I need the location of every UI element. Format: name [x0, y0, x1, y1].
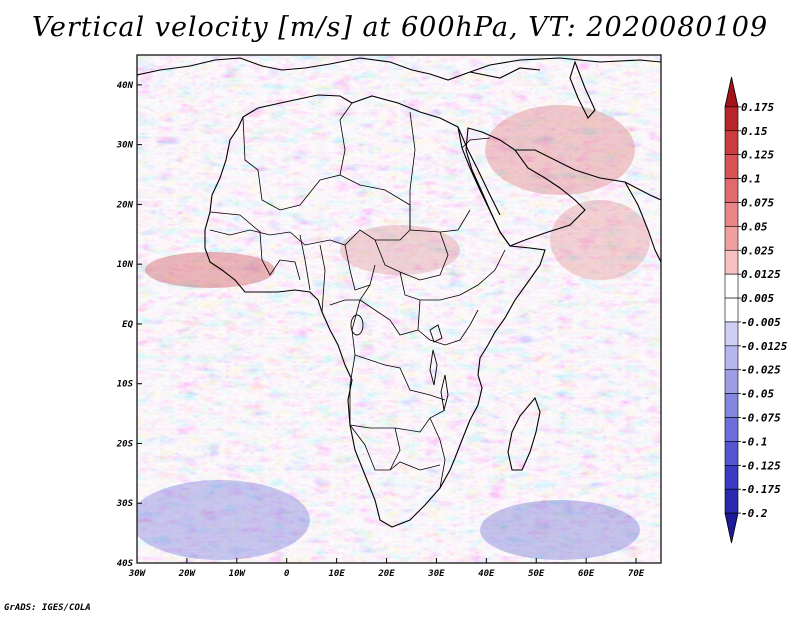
colorbar-segment	[724, 202, 739, 227]
grads-credit: GrADS: IGES/COLA	[4, 603, 91, 613]
colorbar-label: -0.05	[741, 388, 774, 401]
lon-label: 70E	[628, 569, 645, 579]
map-title: Vertical velocity [m/s] at 600hPa, VT: 2…	[31, 12, 769, 43]
lon-label: 0	[284, 569, 290, 579]
map-panel	[136, 54, 662, 564]
lon-label: 10E	[328, 569, 345, 579]
colorbar-label: -0.025	[741, 364, 781, 377]
country-borders	[209, 102, 506, 489]
lat-label: 10S	[117, 380, 134, 390]
colorbar-label: 0.075	[741, 196, 774, 209]
colorbar-segment	[724, 249, 739, 275]
lon-label: 60E	[578, 569, 595, 579]
colorbar-segment	[724, 345, 739, 371]
colorbar-segment	[724, 106, 739, 132]
colorbar-segment	[724, 226, 739, 251]
lon-label: 40E	[478, 569, 495, 579]
colorbar-segment	[724, 417, 739, 442]
colorbar-label: 0.125	[741, 149, 774, 162]
indian-ocean-descent-region	[480, 500, 640, 560]
colorbar-label: 0.1	[741, 173, 761, 186]
colorbar-label: -0.1	[741, 435, 768, 448]
lon-label: 30E	[427, 569, 445, 579]
colorbar-segment	[724, 465, 739, 490]
lat-label: 10N	[117, 260, 134, 270]
arabia-ascent-region	[485, 105, 635, 195]
colorbar-label: -0.2	[741, 507, 768, 520]
velocity-field-detail	[137, 55, 661, 563]
lat-label: EQ	[122, 320, 133, 330]
arabian-sea-ascent-region	[550, 200, 650, 280]
lon-label: 20E	[377, 569, 395, 579]
colorbar-segment	[724, 488, 739, 514]
coastlines	[137, 57, 661, 528]
colorbar-label: 0.05	[741, 220, 768, 233]
colorbar-label: -0.175	[741, 483, 781, 496]
colorbar-label: 0.005	[741, 292, 774, 305]
colorbar-label: 0.0125	[741, 268, 781, 281]
colorbar-segment	[724, 393, 739, 418]
lat-label: 30N	[116, 141, 134, 151]
colorbar-label: 0.175	[741, 101, 774, 114]
colorbar-segment	[724, 273, 739, 299]
lon-label: 30W	[128, 569, 147, 579]
sudan-ascent-region	[340, 225, 460, 275]
colorbar-segment	[724, 297, 739, 323]
colorbar-label: -0.0125	[741, 340, 788, 353]
west-africa-ascent-region	[145, 252, 275, 288]
colorbar-segment	[724, 321, 739, 347]
colorbar-segment	[724, 441, 739, 466]
colorbar-label: -0.075	[741, 412, 781, 425]
colorbar-segment	[724, 369, 739, 394]
south-atlantic-descent-region	[137, 480, 310, 560]
colorbar-label: 0.025	[741, 244, 774, 257]
map-frame	[136, 54, 662, 564]
lat-label: 20S	[116, 439, 134, 449]
colorbar-label: -0.125	[741, 459, 781, 472]
colorbar-top-arrow	[724, 76, 739, 108]
colorbar: 0.175 0.15 0.125 0.1 0.075 0.05 0.025 0.0125 0.0…	[724, 76, 788, 544]
colorbar-segment	[724, 154, 739, 179]
lon-label: 10W	[229, 569, 247, 579]
lat-label: 40N	[117, 81, 134, 91]
lon-label: 20W	[178, 569, 197, 579]
colorbar-segment	[724, 178, 739, 203]
colorbar-segment	[724, 130, 739, 155]
longitude-axis: 30W 20W 10W 0 10E 20E 30E 40E 50E 60E 70E	[128, 558, 645, 579]
lon-label: 50E	[528, 569, 545, 579]
colorbar-bottom-arrow	[724, 512, 739, 544]
colorbar-label: -0.005	[741, 316, 781, 329]
lat-label: 40S	[117, 559, 134, 569]
latitude-axis: 40N 30N 20N 10N EQ 10S 20S 30S 40S	[116, 81, 142, 569]
lat-label: 20N	[116, 200, 134, 210]
lakes	[350, 314, 449, 411]
colorbar-label: 0.15	[741, 125, 768, 138]
lat-label: 30S	[116, 499, 134, 509]
